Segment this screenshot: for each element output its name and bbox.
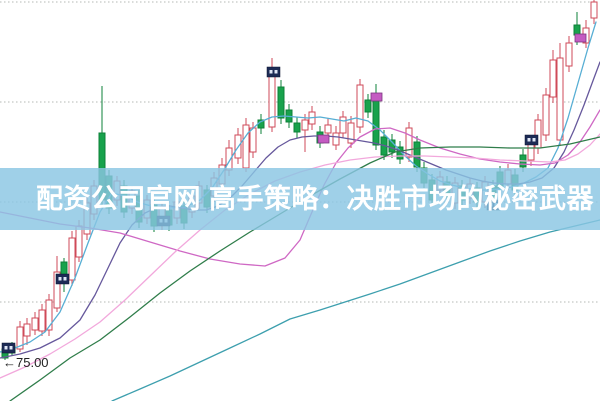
ma-pale-pink-line — [0, 133, 600, 379]
signal-flag-violet — [370, 92, 383, 102]
ma-slow-teal-line — [111, 219, 600, 401]
signal-flag-glyph — [4, 346, 8, 350]
signal-flag-dark — [266, 66, 281, 78]
candle-up — [339, 116, 347, 134]
signal-flag-glyph — [269, 70, 273, 74]
candle-up — [356, 84, 364, 128]
signal-flag-glyph — [532, 138, 536, 142]
promo-banner-text: 配资公司官网 高手策略：决胜市场的秘密武器 — [36, 184, 595, 214]
candle-down — [372, 97, 380, 146]
signal-flag-glyph — [274, 70, 278, 74]
candle-down — [364, 99, 372, 113]
candle-up — [556, 57, 564, 141]
signal-flag-violet — [574, 33, 587, 43]
signal-flag-glyph — [527, 138, 531, 142]
candle-up — [590, 1, 598, 19]
promo-banner-overlay: 配资公司官网 高手策略：决胜市场的秘密武器 — [0, 168, 600, 230]
signal-flag-dark — [55, 273, 70, 285]
candle-up — [53, 271, 61, 309]
candle-up — [31, 317, 39, 331]
candle-up — [527, 142, 535, 161]
candle-up — [332, 132, 340, 146]
signal-flag-dark — [1, 342, 16, 354]
candle-up — [268, 74, 276, 128]
candle-up — [75, 225, 83, 258]
candle-up — [565, 42, 573, 67]
candle-up — [249, 127, 257, 153]
candle-down — [277, 86, 285, 119]
candle-up — [23, 323, 31, 337]
signal-flag-glyph — [63, 277, 67, 281]
signal-flag-glyph — [58, 277, 62, 281]
candle-up — [301, 119, 309, 131]
candle-up — [242, 124, 250, 169]
candle-up — [405, 127, 413, 158]
candle-up — [347, 122, 355, 144]
candle-up — [45, 299, 53, 331]
candle-up — [16, 326, 24, 350]
signal-flag-dark — [524, 134, 539, 146]
signal-flag-violet — [317, 134, 330, 144]
candle-up — [549, 59, 557, 98]
signal-flag-glyph — [9, 346, 13, 350]
candle-up — [542, 94, 550, 136]
candle-up — [324, 124, 332, 134]
candle-up — [38, 309, 46, 332]
ma-magenta-line — [0, 109, 600, 267]
candle-up — [68, 237, 76, 281]
price-annotation-label: ←75.00 — [3, 355, 49, 370]
candle-down — [573, 24, 581, 36]
candle-down — [413, 141, 421, 168]
candle-down — [293, 122, 301, 133]
